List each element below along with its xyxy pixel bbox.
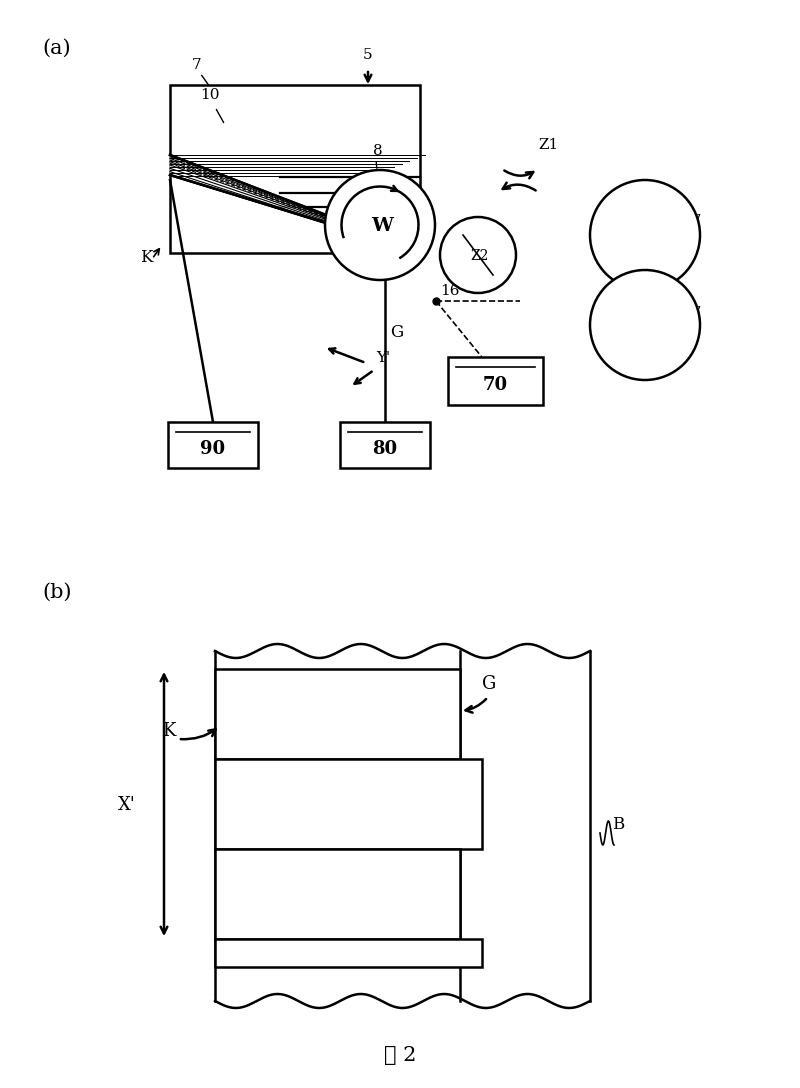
Text: Y': Y': [376, 351, 390, 364]
Text: 16: 16: [440, 284, 459, 298]
Bar: [215, 759, 482, 849]
Text: 80: 80: [373, 440, 398, 458]
Text: X': X': [118, 796, 136, 814]
Text: G: G: [390, 324, 403, 341]
Text: 10: 10: [200, 88, 219, 102]
Text: Z1: Z1: [538, 138, 558, 152]
Circle shape: [590, 270, 700, 380]
Bar: [340, 422, 430, 468]
Bar: [215, 939, 482, 967]
Circle shape: [325, 170, 435, 280]
Text: K: K: [162, 722, 175, 740]
Text: Z2: Z2: [470, 249, 488, 263]
Bar: [215, 669, 460, 759]
Bar: [168, 422, 258, 468]
Text: 90: 90: [201, 440, 226, 458]
Circle shape: [590, 180, 700, 290]
Text: 8: 8: [373, 144, 382, 158]
Text: W: W: [371, 217, 393, 235]
Bar: [170, 85, 420, 254]
Text: 图 2: 图 2: [384, 1046, 416, 1065]
Text: 17: 17: [682, 214, 702, 228]
Text: 7: 7: [192, 58, 202, 72]
Bar: [448, 357, 543, 405]
Text: (b): (b): [42, 583, 71, 602]
Bar: [215, 849, 460, 939]
Text: B: B: [612, 816, 624, 833]
Polygon shape: [170, 154, 425, 254]
Circle shape: [440, 217, 516, 293]
Text: 17: 17: [682, 306, 702, 320]
Text: K: K: [140, 249, 153, 265]
Text: 70: 70: [483, 376, 508, 394]
Text: G: G: [482, 675, 496, 693]
Text: (a): (a): [42, 39, 70, 58]
Text: 5: 5: [363, 48, 373, 62]
